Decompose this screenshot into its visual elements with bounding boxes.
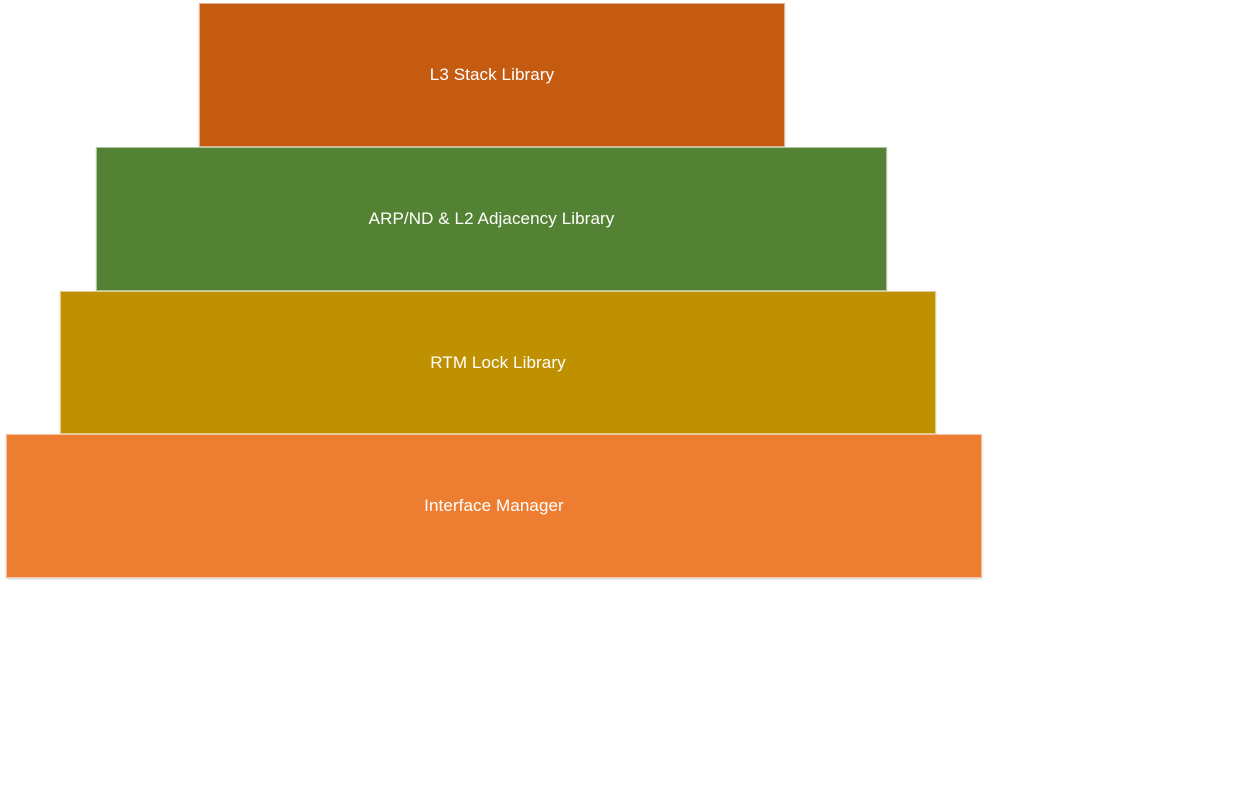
- layer-label: Interface Manager: [424, 496, 564, 515]
- layer-interface-manager: Interface Manager: [6, 434, 982, 578]
- layer-l3-stack-library: L3 Stack Library: [199, 3, 785, 147]
- layer-label: RTM Lock Library: [430, 352, 566, 372]
- layer-label: ARP/ND & L2 Adjacency Library: [368, 209, 615, 228]
- layer-label: L3 Stack Library: [429, 65, 555, 84]
- layer-arp-nd-l2-adjacency-library: ARP/ND & L2 Adjacency Library: [96, 147, 887, 291]
- layer-rtm-lock-library: RTM Lock Library: [60, 291, 936, 434]
